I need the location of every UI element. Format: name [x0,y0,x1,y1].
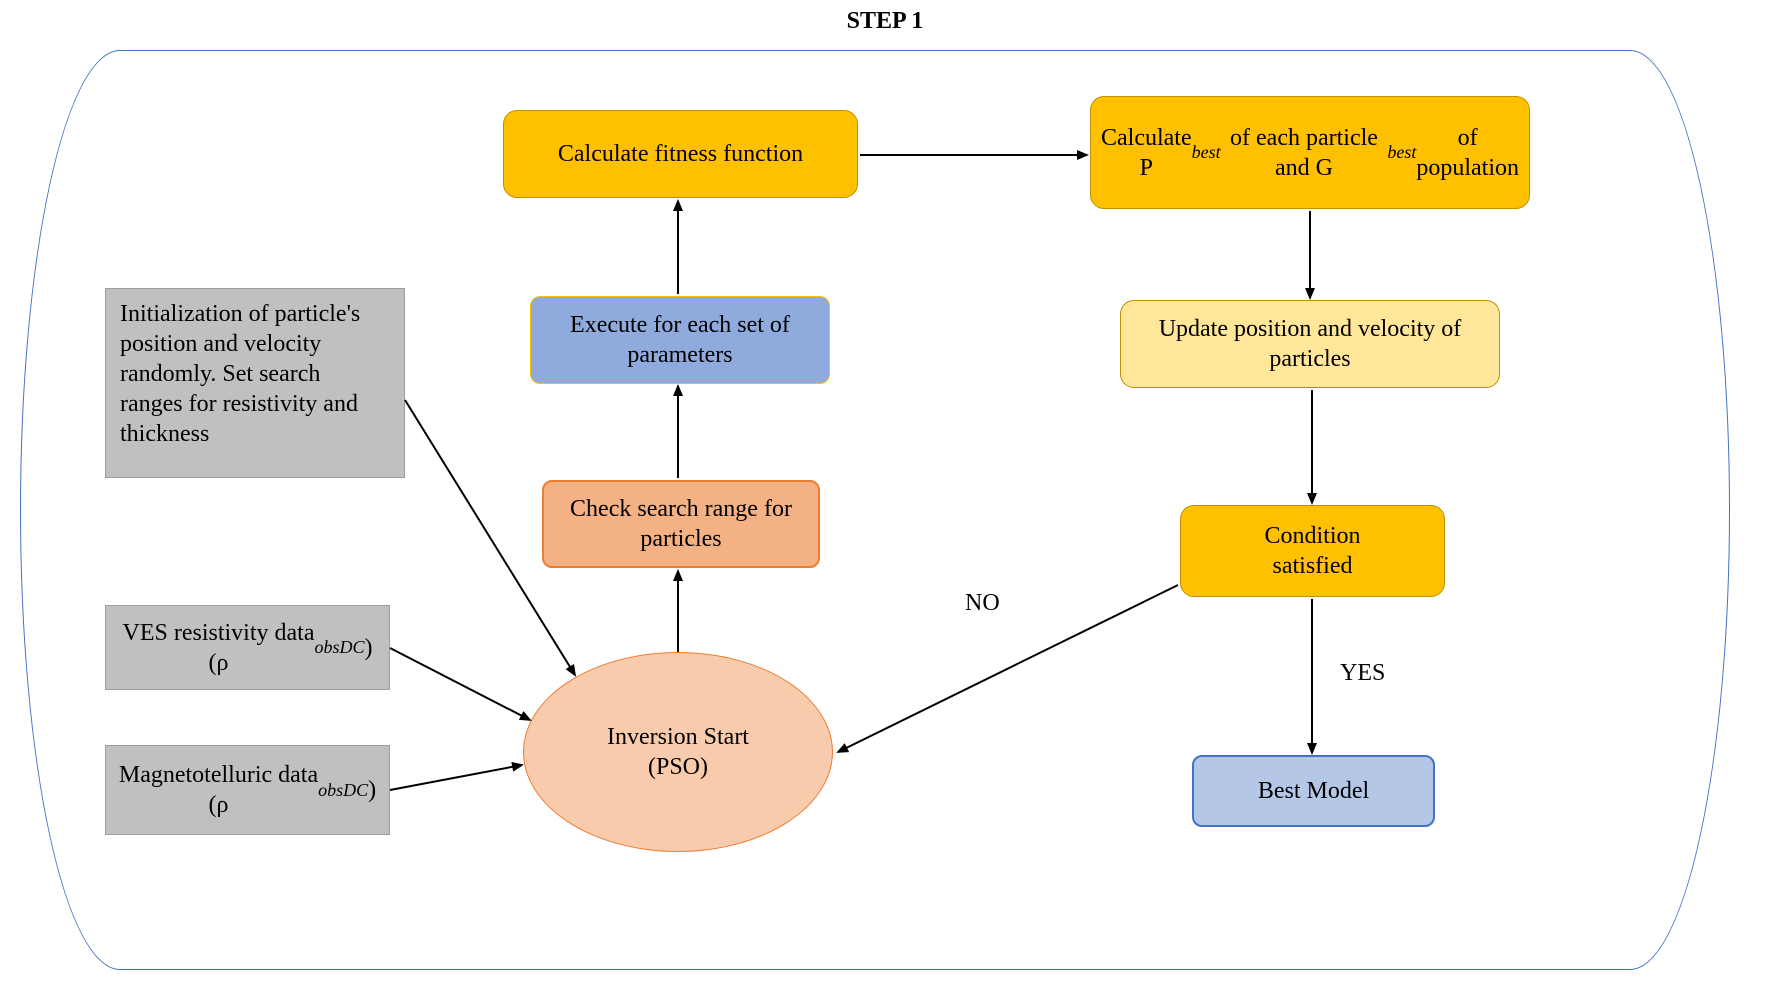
init-box: Initialization of particle'sposition and… [105,288,405,478]
fitness-box: Calculate fitness function [503,110,858,198]
execute-box: Execute for each set ofparameters [530,296,830,384]
edge-label: YES [1340,660,1385,687]
page-title: STEP 1 [847,8,924,35]
edge-label: NO [965,590,1000,617]
condition-box: Conditionsatisfied [1180,505,1445,597]
inversion-start-ellipse: Inversion Start(PSO) [523,652,833,852]
update-box: Update position and velocity ofparticles [1120,300,1500,388]
ves-data-box: VES resistivity data(ρobsDC) [105,605,390,690]
check-range-box: Check search range forparticles [542,480,820,568]
pbest-gbest-box: Calculate Pbest of each particle and Gbe… [1090,96,1530,209]
mt-data-box: Magnetotelluric data(ρobsDC) [105,745,390,835]
best-model-box: Best Model [1192,755,1435,827]
